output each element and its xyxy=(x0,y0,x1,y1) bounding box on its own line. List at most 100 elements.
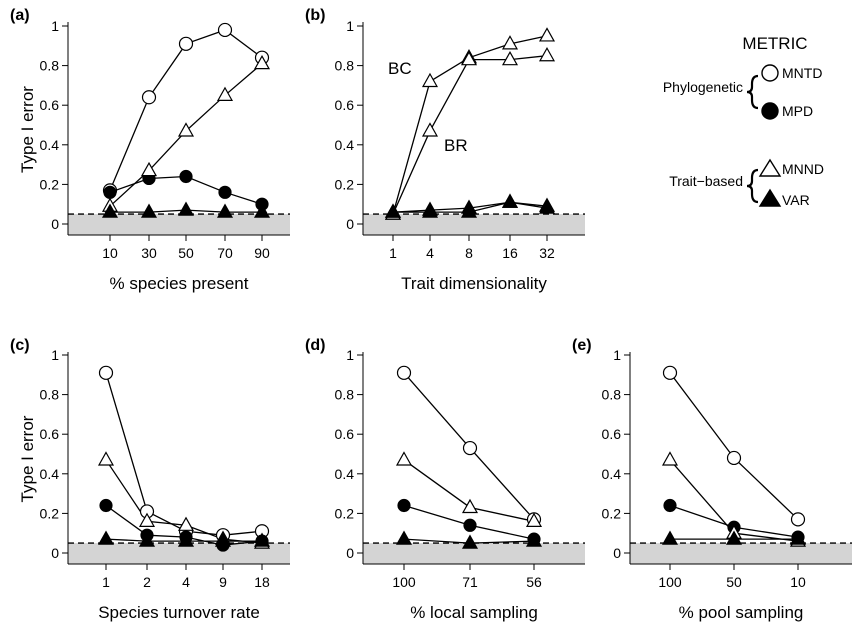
filled-triangle-point xyxy=(421,203,439,218)
x-tick-label: 10 xyxy=(790,574,806,590)
y-tick-label: 1 xyxy=(613,347,621,363)
x-tick-label: 56 xyxy=(526,574,542,590)
legend-marker-filled-triangle xyxy=(758,188,782,207)
y-tick-label: 0.6 xyxy=(335,97,355,113)
filled-triangle-point xyxy=(725,530,743,545)
filled-circle-point xyxy=(99,498,113,513)
y-tick-label: 0 xyxy=(51,216,59,232)
x-tick-label: 9 xyxy=(219,574,227,590)
filled-triangle-point xyxy=(538,199,556,214)
x-axis-label: % local sampling xyxy=(410,603,538,622)
legend-marker-filled-circle xyxy=(761,102,779,120)
x-tick-label: 2 xyxy=(143,574,151,590)
filled-triangle-point xyxy=(216,203,234,218)
panel-d: 0 0.2 0.4 0.6 0.8 1 100 71 56 (d) % local sampling xyxy=(305,337,585,622)
y-tick-label: 0 xyxy=(346,545,354,561)
open-triangle-point xyxy=(97,451,115,466)
annotation-bc: BC xyxy=(388,59,412,78)
y-tick-label: 0.4 xyxy=(40,466,60,482)
open-triangle-point xyxy=(421,72,439,88)
legend-brace-phylogenetic xyxy=(746,74,759,110)
filled-triangle-point xyxy=(177,532,195,547)
shaded-region xyxy=(363,543,585,564)
filled-triangle-point xyxy=(461,534,479,549)
filled-circle-point xyxy=(218,185,232,199)
open-circle-point xyxy=(217,22,233,38)
open-circle-point xyxy=(178,36,194,51)
open-triangle-point xyxy=(216,86,234,101)
filled-triangle-point xyxy=(101,203,119,218)
open-circle-point xyxy=(462,440,478,456)
filled-triangle-point xyxy=(384,203,402,218)
legend-title: METRIC xyxy=(742,34,807,53)
open-triangle-point xyxy=(538,47,556,62)
open-circle-point xyxy=(790,512,806,527)
y-tick-label: 0.4 xyxy=(40,137,60,153)
legend-marker-open-circle xyxy=(761,64,779,82)
open-triangle-point xyxy=(140,161,158,177)
panel-c: 0 0.2 0.4 0.6 0.8 1 1 2 4 9 18 (c) Species turnover … xyxy=(10,337,290,622)
panel-label: (a) xyxy=(10,7,30,24)
x-tick-label: 50 xyxy=(178,245,194,261)
y-axis-label: Type I error xyxy=(18,86,37,173)
legend: METRIC Phylogenetic MNTD MPD Trait−based… xyxy=(663,34,824,208)
filled-triangle-point xyxy=(525,532,543,547)
open-triangle-point xyxy=(395,451,413,466)
y-tick-label: 1 xyxy=(51,347,59,363)
open-triangle-point xyxy=(421,122,439,137)
filled-triangle-point xyxy=(460,203,478,218)
filled-triangle-point xyxy=(140,203,158,218)
y-tick-label: 0.2 xyxy=(335,176,355,192)
panel-label: (d) xyxy=(305,337,325,354)
open-circle-point xyxy=(98,365,114,380)
filled-circle-point xyxy=(103,185,117,199)
shaded-region xyxy=(363,214,585,235)
x-tick-label: 1 xyxy=(389,245,397,261)
y-tick-label: 0.2 xyxy=(40,176,60,192)
panel-e: 0 0.2 0.4 0.6 0.8 1 100 50 10 (e) % pool sampling xyxy=(572,337,852,622)
x-tick-label: 18 xyxy=(254,574,270,590)
x-tick-label: 10 xyxy=(102,245,118,261)
y-tick-label: 0.2 xyxy=(602,505,622,521)
open-triangle-point xyxy=(461,498,479,514)
x-tick-label: 30 xyxy=(141,245,157,261)
y-tick-label: 0.8 xyxy=(40,387,60,403)
shaded-region xyxy=(68,543,290,564)
y-tick-label: 0.4 xyxy=(335,137,355,153)
y-tick-label: 1 xyxy=(51,18,59,34)
y-tick-label: 0.6 xyxy=(602,426,622,442)
open-triangle-point xyxy=(525,512,543,527)
x-tick-label: 100 xyxy=(392,574,416,590)
x-tick-label: 50 xyxy=(726,574,742,590)
legend-item-var: VAR xyxy=(782,192,810,208)
x-tick-label: 32 xyxy=(539,245,555,261)
filled-circle-point xyxy=(397,498,411,513)
y-tick-label: 0.8 xyxy=(40,58,60,74)
open-triangle-point xyxy=(538,27,556,42)
x-tick-label: 8 xyxy=(465,245,473,261)
x-tick-label: 4 xyxy=(182,574,190,590)
open-circle-point xyxy=(396,365,412,380)
y-tick-label: 0.2 xyxy=(40,505,60,521)
series-line xyxy=(669,372,799,520)
y-tick-label: 0 xyxy=(51,545,59,561)
x-axis-label: % species present xyxy=(110,274,249,293)
x-tick-label: 90 xyxy=(254,245,270,261)
open-triangle-point xyxy=(177,516,195,531)
y-tick-label: 0.4 xyxy=(602,466,622,482)
y-tick-label: 0.6 xyxy=(335,426,355,442)
filled-triangle-point xyxy=(789,530,807,545)
series-line xyxy=(109,29,263,191)
y-tick-label: 1 xyxy=(346,18,354,34)
x-tick-label: 100 xyxy=(658,574,682,590)
open-triangle-point xyxy=(501,35,519,50)
open-triangle-point xyxy=(177,122,195,137)
y-tick-label: 0.6 xyxy=(40,426,60,442)
legend-item-mpd: MPD xyxy=(782,103,813,119)
x-tick-label: 70 xyxy=(217,245,233,261)
filled-circle-point xyxy=(179,169,193,184)
y-tick-label: 0.8 xyxy=(335,387,355,403)
open-triangle-point xyxy=(661,451,679,466)
